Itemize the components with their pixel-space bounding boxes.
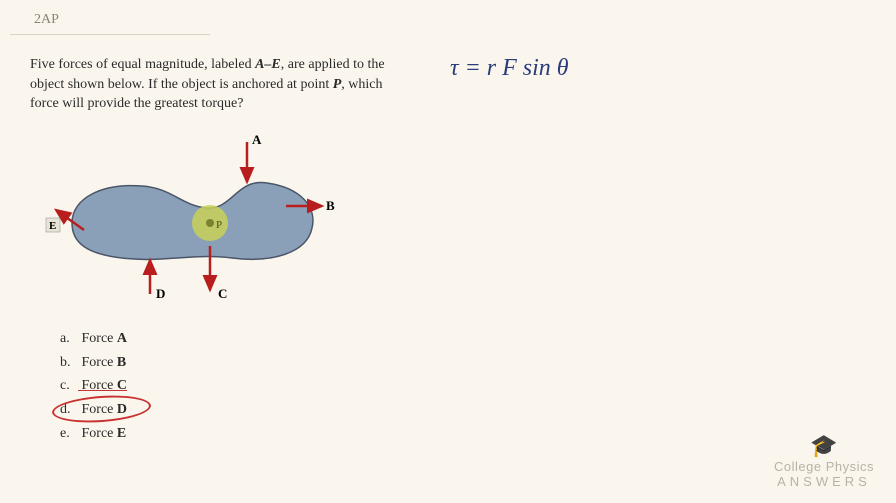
pivot-center — [206, 219, 214, 227]
graduation-cap-icon: 🎓 — [774, 433, 874, 459]
option-d-correct: d. Force D — [60, 398, 410, 422]
question-column: Five forces of equal magnitude, labeled … — [30, 55, 410, 446]
pivot-label: P — [216, 219, 222, 231]
force-label-e: E — [49, 220, 56, 232]
option-b: b. Force B — [60, 351, 410, 375]
option-a: a. Force A — [60, 327, 410, 351]
torque-formula: τ = r F sin θ — [450, 55, 569, 82]
brand-line2: ANSWERS — [774, 474, 874, 489]
answer-options: a. Force A b. Force B c. Force C d. Forc… — [60, 327, 410, 446]
force-label-d: D — [156, 286, 165, 301]
page-header: 2AP — [10, 0, 210, 35]
brand-line1: College Physics — [774, 459, 874, 474]
force-label-a: A — [252, 132, 262, 147]
content-area: Five forces of equal magnitude, labeled … — [0, 35, 896, 466]
header-label: 2AP — [34, 12, 59, 27]
force-diagram: P A B C D — [42, 128, 410, 313]
force-label-c: C — [218, 286, 227, 301]
force-label-b: B — [326, 198, 335, 213]
question-text: Five forces of equal magnitude, labeled … — [30, 55, 410, 114]
option-c: c. Force C — [60, 374, 410, 398]
option-e: e. Force E — [60, 422, 410, 446]
brand-logo: 🎓 College Physics ANSWERS — [774, 433, 874, 489]
